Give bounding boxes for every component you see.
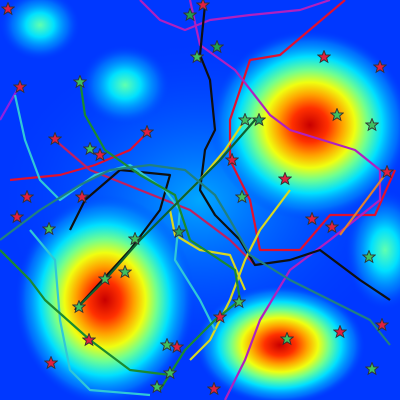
route [198, 4, 391, 301]
heat-blob [195, 285, 365, 400]
heat-blob [15, 195, 195, 400]
route [29, 229, 151, 397]
heat-blob [0, 0, 80, 60]
route [0, 163, 391, 346]
route [0, 249, 171, 377]
route [188, 0, 382, 400]
route [9, 129, 151, 182]
route [168, 119, 247, 291]
heat-blob [80, 45, 170, 125]
route [78, 79, 242, 391]
route [139, 0, 331, 32]
route [228, 0, 397, 252]
route [54, 139, 256, 266]
route [13, 94, 216, 331]
heat-blob [210, 30, 400, 220]
route [339, 174, 386, 236]
